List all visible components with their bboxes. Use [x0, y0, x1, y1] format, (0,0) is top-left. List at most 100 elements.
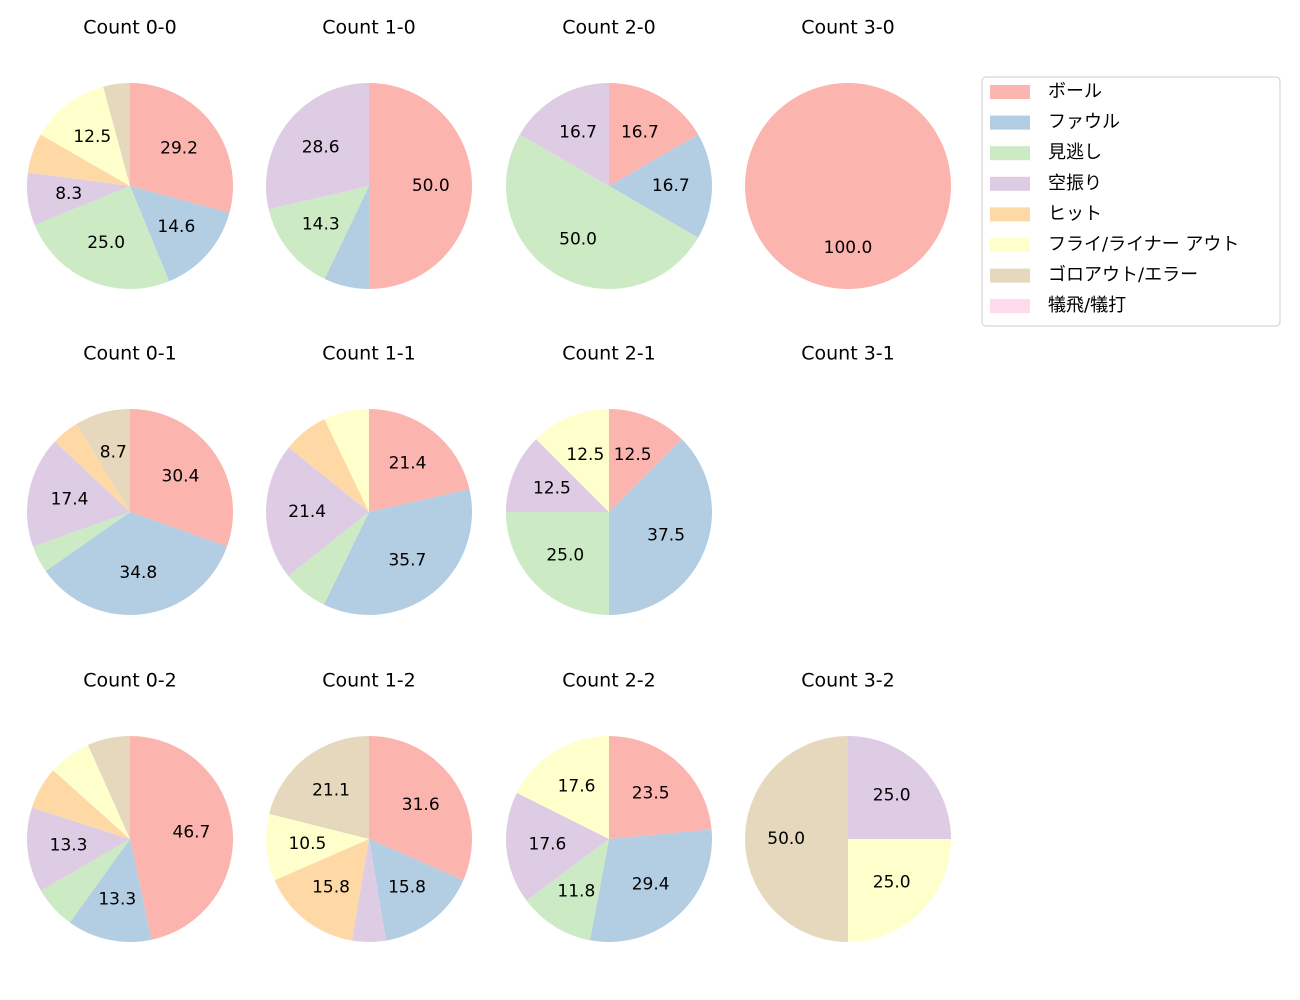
pie-slice: [103, 83, 130, 186]
slice-label: 29.2: [160, 138, 198, 158]
slice-label: 12.5: [614, 445, 652, 465]
slice-label: 8.7: [100, 442, 127, 462]
legend-swatch: [990, 146, 1030, 161]
slice-label: 34.8: [119, 563, 157, 583]
pie-slice: [745, 83, 951, 289]
slice-label: 15.8: [388, 878, 426, 898]
slice-label: 16.7: [652, 176, 690, 196]
chart-title: Count 0-1: [83, 343, 177, 365]
slice-label: 14.3: [302, 215, 340, 235]
pie-slice: [27, 441, 130, 547]
pie-slice: [76, 409, 130, 512]
pie-slice: [589, 829, 712, 942]
pie-slice: [288, 512, 369, 605]
pie-slice: [40, 86, 130, 186]
slice-label: 13.3: [50, 836, 88, 856]
legend-label: 空振り: [1048, 173, 1102, 194]
slice-label: 12.5: [533, 478, 571, 498]
slice-label: 15.8: [312, 878, 350, 898]
slice-label: 25.0: [546, 546, 584, 566]
pie-slice: [609, 409, 682, 512]
slice-label: 29.4: [632, 875, 670, 895]
pie-slice: [506, 512, 609, 615]
chart-title: Count 1-2: [322, 670, 416, 692]
slice-label: 13.3: [98, 889, 136, 909]
legend-swatch: [990, 207, 1030, 222]
slice-label: 25.0: [873, 785, 911, 805]
chart-title: Count 3-2: [801, 670, 895, 692]
slice-label: 46.7: [173, 823, 211, 843]
slice-label: 50.0: [559, 230, 597, 250]
slice-label: 10.5: [288, 834, 326, 854]
slice-label: 21.4: [389, 454, 427, 474]
pie-slice: [34, 186, 170, 289]
chart-title: Count 0-2: [83, 670, 177, 692]
pie-slice: [54, 424, 130, 512]
pie-slice: [130, 83, 233, 213]
slice-label: 100.0: [824, 238, 873, 258]
pie-slice: [609, 83, 699, 186]
pie-slice: [69, 839, 152, 942]
chart-title: Count 1-0: [322, 17, 416, 39]
pie-slice: [369, 736, 473, 881]
legend-swatch: [990, 85, 1030, 99]
slice-label: 21.1: [312, 780, 350, 800]
slice-label: 14.6: [157, 217, 195, 237]
pie-slice: [369, 409, 470, 512]
pie-slice: [268, 186, 369, 279]
pie-slice: [526, 839, 609, 941]
legend-swatch: [990, 268, 1030, 283]
legend-label: ゴロアウト/エラー: [1048, 265, 1198, 286]
pie-slice: [506, 439, 609, 512]
legend-label: ファウル: [1048, 112, 1120, 133]
slice-label: 17.6: [558, 776, 596, 796]
pie-slice: [324, 409, 369, 512]
pie-slice: [27, 807, 130, 891]
legend-swatch: [990, 176, 1030, 191]
slice-label: 25.0: [873, 873, 911, 893]
pie-slice: [609, 439, 712, 615]
slice-label: 17.6: [529, 835, 567, 855]
slice-label: 30.4: [162, 466, 200, 486]
pie-slice: [266, 813, 369, 881]
pie-slice: [369, 839, 464, 941]
pie-slice: [40, 839, 130, 923]
slice-label: 16.7: [559, 122, 597, 142]
slice-label: 8.3: [55, 184, 82, 204]
slice-label: 11.8: [557, 881, 595, 901]
pie-slice: [288, 419, 369, 512]
pie-slice: [274, 839, 369, 941]
pie-slice: [351, 839, 387, 942]
pie-slice: [519, 83, 609, 186]
pie-slice: [848, 839, 951, 942]
slice-label: 21.4: [288, 502, 326, 522]
pie-slice: [323, 489, 472, 616]
pie-slice: [369, 83, 472, 289]
chart-title: Count 1-1: [322, 343, 416, 365]
slice-label: 28.6: [302, 138, 340, 158]
pie-slice: [31, 770, 131, 839]
chart-title: Count 2-0: [562, 17, 656, 39]
slice-label: 37.5: [647, 526, 685, 546]
slice-label: 12.5: [73, 127, 111, 147]
legend-swatch: [990, 299, 1030, 314]
chart-title: Count 2-2: [562, 670, 656, 692]
legend-box: [981, 76, 1281, 327]
pie-slice: [53, 744, 131, 839]
legend-swatch: [990, 238, 1030, 252]
pie-slice: [609, 736, 712, 839]
slice-label: 31.6: [402, 795, 440, 815]
pie-slice: [324, 186, 369, 289]
slice-label: 50.0: [412, 176, 450, 196]
pie-slice: [516, 736, 609, 839]
pie-slice: [130, 736, 234, 940]
chart-title: Count 2-1: [562, 343, 656, 365]
pie-slice: [27, 134, 131, 186]
pie-slice: [87, 736, 130, 839]
pie-slice: [536, 409, 609, 512]
pie-slice: [848, 736, 951, 839]
chart-title: Count 3-0: [801, 17, 895, 39]
pie-slice: [505, 792, 609, 901]
pie-slice: [745, 736, 848, 942]
